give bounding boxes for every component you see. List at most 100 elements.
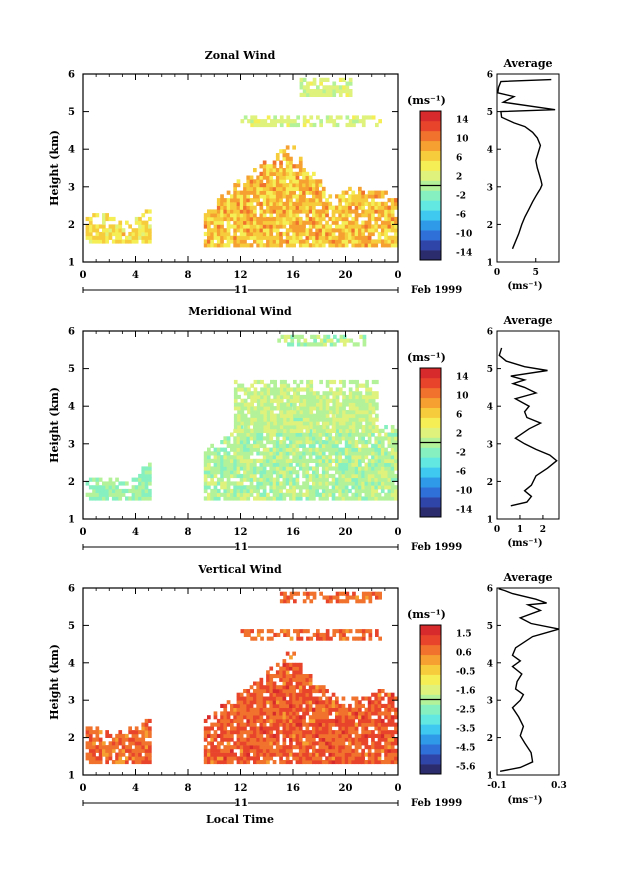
heatmap-cell [338, 447, 342, 452]
heatmap-cell [295, 666, 300, 671]
heatmap-cell [216, 462, 221, 467]
heatmap-cell [380, 737, 385, 742]
heatmap-cell [348, 213, 352, 218]
x-tick-label: 8 [185, 270, 192, 281]
x-tick-label: 4 [132, 270, 139, 281]
colorbar-swatch [420, 220, 441, 231]
heatmap-cell [364, 451, 369, 456]
date-axis: 11 Feb 1999 [82, 284, 462, 296]
heatmap-cell [315, 722, 319, 727]
heatmap-cell [207, 451, 211, 456]
heatmap-cell [289, 745, 293, 750]
heatmap-cell [296, 398, 300, 403]
heatmap-cell [243, 183, 247, 188]
heatmap-cell [335, 122, 340, 128]
heatmap-cell [306, 85, 310, 90]
heatmap-cell [115, 737, 119, 742]
heatmap-cell [293, 406, 297, 411]
heatmap-cell [390, 722, 395, 727]
heatmap-cell [226, 228, 231, 233]
heatmap-cell [236, 711, 241, 716]
heatmap-cell [335, 730, 339, 735]
heatmap-cell [276, 119, 281, 124]
heatmap-cell [384, 239, 388, 244]
heatmap-cell [361, 477, 365, 482]
heatmap-cell [220, 715, 224, 720]
heatmap-cell [390, 470, 395, 475]
heatmap-cell [394, 737, 398, 742]
heatmap-cell [365, 591, 369, 596]
heatmap-cell [328, 235, 333, 240]
heatmap-cell [308, 436, 313, 441]
heatmap-cell [128, 741, 132, 746]
heatmap-cell [342, 394, 346, 400]
heatmap-cell [262, 231, 267, 237]
heatmap-cell [269, 707, 274, 712]
heatmap-cell [259, 190, 264, 195]
colorbar-tick-label: -10 [456, 487, 472, 497]
heatmap-cell [233, 425, 238, 430]
heatmap-cell [292, 718, 296, 723]
heatmap-cell [305, 175, 310, 180]
heatmap-cell [253, 711, 257, 716]
heatmap-cell [144, 209, 149, 214]
heatmap-cell [377, 492, 382, 497]
heatmap-cell [272, 707, 277, 712]
heatmap-cell [266, 194, 270, 199]
heatmap-cell [289, 700, 293, 705]
heatmap-cell [332, 81, 337, 86]
heatmap-cell [344, 447, 349, 452]
heatmap-cell [262, 462, 267, 467]
heatmap-cell [298, 462, 303, 467]
heatmap-cell [315, 455, 319, 460]
heatmap-cell [308, 190, 313, 195]
heatmap-cell [321, 711, 326, 716]
heatmap-cell [286, 629, 291, 634]
heatmap-cell [295, 470, 300, 475]
heatmap-cell [134, 228, 139, 233]
heatmap-cell [328, 216, 333, 222]
heatmap-cell [312, 595, 317, 600]
heatmap-cell [256, 421, 261, 426]
heatmap-cell [325, 402, 330, 407]
heatmap-cell [295, 440, 300, 445]
heatmap-cell [351, 239, 356, 244]
heatmap-cell [354, 722, 359, 727]
heatmap-cell [260, 428, 264, 433]
heatmap-cell [246, 741, 251, 746]
heatmap-cell [344, 492, 349, 497]
heatmap-cell [289, 703, 293, 708]
heatmap-cell [335, 235, 339, 240]
heatmap-cell [361, 398, 366, 403]
heatmap-cell [272, 689, 277, 694]
heatmap-cell [108, 481, 113, 486]
heatmap-cell [282, 689, 287, 694]
heatmap-cell [148, 481, 152, 486]
heatmap-cell [380, 231, 385, 237]
heatmap-cell [341, 243, 346, 248]
heatmap-cell [305, 733, 310, 738]
heatmap-cell [295, 718, 300, 723]
heatmap-cell [138, 477, 142, 482]
heatmap-cell [338, 760, 342, 765]
heatmap-cell [292, 481, 296, 486]
heatmap-cell [394, 243, 398, 248]
heatmap-cell [371, 745, 375, 750]
heatmap-cell [275, 496, 280, 501]
heatmap-cell [203, 760, 208, 765]
heatmap-cell [220, 741, 224, 746]
heatmap-cell [134, 216, 139, 222]
heatmap-cell [309, 122, 314, 128]
heatmap-cell [233, 391, 238, 396]
heatmap-cell [95, 239, 100, 244]
heatmap-cell [95, 756, 100, 761]
heatmap-cell [309, 599, 314, 604]
heatmap-cell [325, 466, 329, 471]
heatmap-cell [344, 443, 349, 448]
heatmap-cell [315, 451, 319, 456]
y-tick-label: 5 [68, 364, 75, 375]
heatmap-cell [256, 748, 260, 753]
heatmap-cell [246, 700, 251, 705]
heatmap-cell [275, 707, 280, 712]
y-tick-label: 2 [68, 733, 75, 744]
